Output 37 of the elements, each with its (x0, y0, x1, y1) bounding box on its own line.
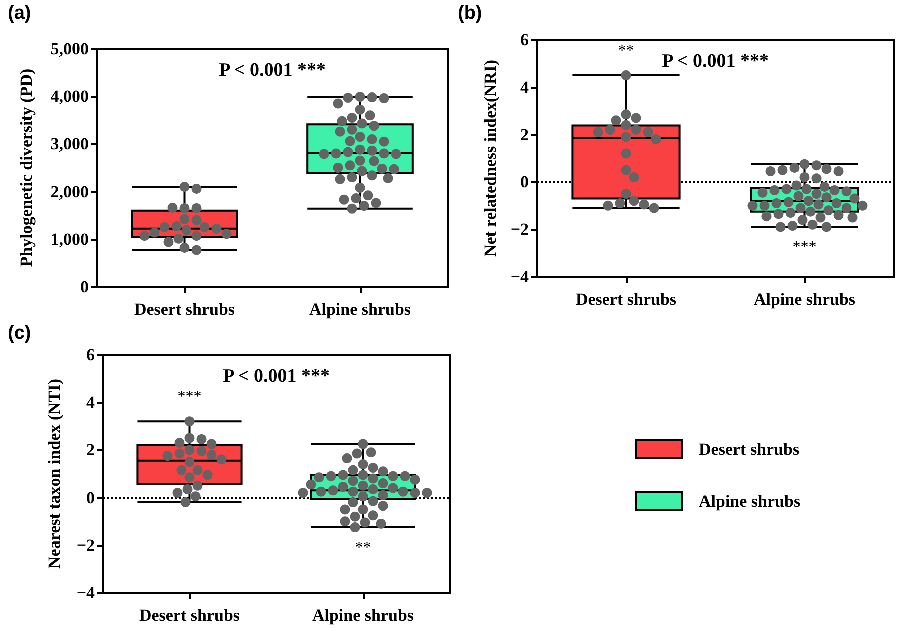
y-tick-label: 5,000 (50, 40, 89, 58)
x-tick-label: Desert shrubs (576, 290, 677, 309)
annotation: P < 0.001 *** (219, 60, 326, 81)
annotation: ** (618, 42, 634, 60)
y-tick-label: 2 (86, 440, 95, 460)
y-tick-label: −4 (510, 268, 530, 286)
legend-label: Alpine shrubs (699, 492, 801, 511)
y-tick-label: 4 (520, 78, 530, 97)
annotation: *** (792, 239, 817, 256)
annotation: ** (355, 540, 372, 557)
y-tick-label: 0 (80, 278, 89, 296)
y-axis-title: Net relatedness index(NRI) (481, 60, 500, 258)
x-tick-label: Alpine shrubs (309, 300, 412, 319)
x-tick-label: Alpine shrubs (754, 290, 856, 309)
y-tick-label: 1,000 (50, 230, 89, 249)
y-tick-label: 4,000 (50, 87, 89, 106)
y-axis-title: Nearest taxon index (NTI) (45, 379, 64, 569)
chart-title: (b) (458, 3, 482, 24)
y-tick-label: 4 (86, 393, 96, 412)
y-tick-label: 2 (520, 125, 529, 144)
annotation: *** (178, 388, 202, 406)
annotation: P < 0.001 *** (223, 366, 330, 387)
y-tick-label: 6 (86, 346, 95, 364)
chart-title: (c) (8, 323, 32, 344)
chart-title: (a) (8, 3, 32, 24)
y-tick-label: −2 (510, 220, 529, 240)
y-tick-label: 6 (520, 30, 529, 50)
y-tick-label: −4 (76, 584, 96, 602)
x-tick-label: Desert shrubs (134, 300, 236, 319)
y-tick-label: −2 (76, 536, 95, 555)
y-tick-label: 0 (520, 172, 529, 192)
legend-label: Desert shrubs (699, 440, 800, 459)
annotation: P < 0.001 *** (662, 51, 769, 72)
y-tick-label: 0 (86, 488, 95, 508)
y-axis-title: Phylogenetic diversity (PD) (17, 68, 36, 268)
y-tick-label: 2,000 (50, 182, 89, 202)
y-tick-label: 3,000 (50, 134, 89, 154)
